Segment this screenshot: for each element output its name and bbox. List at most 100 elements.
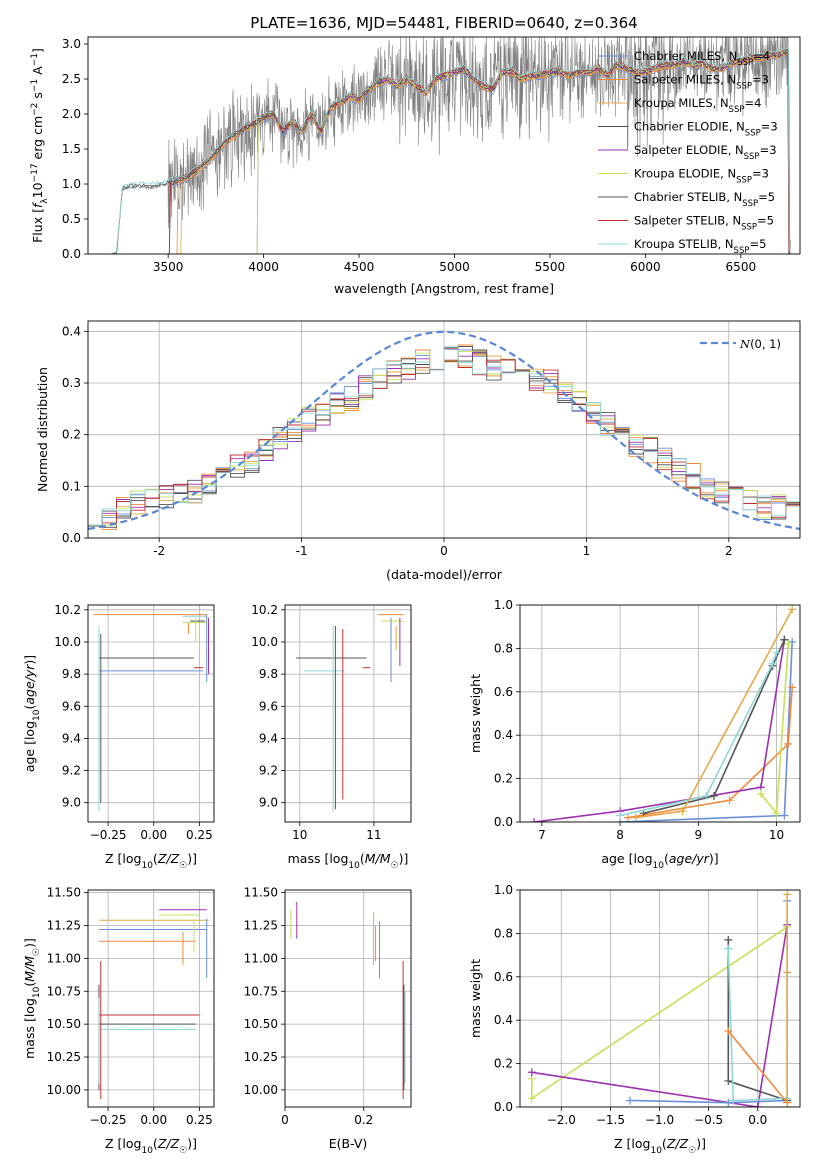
x-tick-label: -1 (296, 544, 308, 558)
age-vs-Z-y-axis-label: age [log10(age/yr)] (22, 655, 42, 772)
mass-weight-marker (631, 813, 640, 822)
mass-weight-marker (788, 605, 797, 614)
x-tick-label: 4500 (344, 260, 375, 274)
residual-histogram-step (88, 346, 800, 526)
residuals-frame (87, 320, 801, 539)
weight-vs-age-frame (519, 604, 801, 823)
spectrum-y-axis-label: Flux [fλ10−17 erg cm−2 s−1 A−1] (30, 48, 50, 243)
mass-vs-EBV-plot-area (285, 890, 411, 1107)
weight-vs-age-plot-area (520, 605, 800, 822)
mass-weight-marker (702, 791, 711, 800)
mass-weight-line (635, 608, 793, 819)
age-vs-mass-plot-area (285, 605, 411, 822)
mass-weight-marker (724, 935, 733, 944)
x-tick-label: 11 (366, 828, 381, 842)
mass-vs-Z-axes: −0.25 0.00 0.25 10.00 10.25 10.50 10.75 11.00 11… (22, 886, 215, 1156)
x-tick-label: −0.5 (694, 1113, 723, 1127)
mass-weight-marker (788, 683, 797, 692)
mass-weight-line (760, 644, 790, 816)
model-spectrum-line (114, 45, 791, 254)
x-tick-label: −2.0 (547, 1113, 576, 1127)
age-vs-mass-axes: 10 11 9.0 9.2 9.4 9.6 9.8 10.0 10.2 mass [log10(M… (251, 603, 412, 871)
y-tick-label: 1.0 (494, 598, 513, 612)
mass-weight-marker (527, 1094, 536, 1103)
x-tick-label: 0.00 (140, 828, 167, 842)
mass-weight-marker (784, 640, 793, 649)
x-tick-label: 1 (583, 544, 591, 558)
age-vs-mass-frame (284, 604, 412, 823)
x-tick-label: 0.0 (748, 1113, 767, 1127)
y-tick-label: 11.25 (244, 919, 278, 933)
y-tick-label: 9.6 (62, 699, 81, 713)
spectrum-plot-area (110, 37, 791, 254)
residuals-axes: -2 -1 0 1 2 0.0 0.1 0.2 0.3 0.4 (data-model)/error… (35, 320, 801, 582)
y-tick-label: 10.00 (47, 1083, 81, 1097)
spectrum-legend: Chabrier MILES, NSSP=4 Salpeter MILES, NS… (598, 49, 778, 256)
age-vs-Z-frame (87, 604, 215, 823)
y-tick-label: 10.2 (54, 603, 81, 617)
weight-vs-Z-y-axis-label: mass weight (468, 959, 483, 1038)
x-tick-label: -2 (153, 544, 165, 558)
mass-weight-line (619, 652, 778, 817)
mass-vs-Z-frame (87, 889, 215, 1108)
mass-vs-EBV-x-axis-label: E(B-V) (329, 1136, 368, 1151)
x-tick-label: 3500 (153, 260, 184, 274)
y-tick-label: 10.75 (244, 984, 278, 998)
model-spectrum-line (175, 53, 791, 254)
age-vs-Z-axes: −0.25 0.00 0.25 9.0 9.2 9.4 9.6 9.8 10.0 10.2 Z [l… (22, 603, 215, 871)
mass-vs-Z-plot-area (88, 890, 214, 1107)
mass-weight-marker (772, 648, 781, 657)
mass-vs-EBV-axes: 0 0.2 10.00 10.25 10.50 10.75 11.00 11.25 11.50 (244, 886, 412, 1127)
mass-weight-marker (729, 1096, 738, 1105)
residuals-y-axis-label: Normed distribution (35, 367, 50, 492)
mass-vs-Z-y-axis-label: mass [log10(M/M☉)] (22, 938, 42, 1059)
y-tick-label: 10.2 (251, 603, 278, 617)
legend-label: Chabrier MILES, NSSP=4 (634, 49, 770, 68)
mass-weight-marker (783, 1103, 792, 1107)
legend-label: Chabrier STELIB, NSSP=5 (634, 190, 775, 209)
y-tick-label: 10.0 (251, 635, 278, 649)
mass-weight-marker (784, 739, 793, 748)
weight-vs-Z-axes: −2.0 −1.5 −1.0 −0.5 0.0 0.0 0.2 0.4 0.6 0.8 1.0 Z [… (468, 883, 801, 1156)
x-tick-label: 5500 (535, 260, 566, 274)
mass-weight-marker (753, 1103, 762, 1107)
x-tick-label: 6000 (630, 260, 661, 274)
mass-weight-marker (780, 635, 789, 644)
y-tick-label: 11.50 (244, 886, 278, 900)
y-tick-label: 11.25 (47, 919, 81, 933)
mass-weight-marker (783, 890, 792, 899)
mass-weight-marker (616, 811, 625, 820)
mass-weight-line (627, 687, 793, 819)
spectrum-frame (87, 36, 801, 255)
observed-spectrum-line (110, 37, 791, 254)
weight-vs-Z-frame (519, 889, 801, 1108)
weight-vs-age-y-axis-label: mass weight (468, 674, 483, 753)
x-tick-label: 10 (769, 828, 784, 842)
mass-weight-line (533, 639, 786, 822)
figure-title: PLATE=1636, MJD=54481, FIBERID=0640, z=0… (250, 14, 637, 32)
mass-weight-marker (527, 1068, 536, 1077)
legend-label: Salpeter MILES, NSSP=3 (634, 73, 769, 92)
x-tick-label: 10 (292, 828, 307, 842)
x-tick-label: 7 (538, 828, 546, 842)
y-tick-label: 10.50 (244, 1017, 278, 1031)
y-tick-label: 10.75 (47, 984, 81, 998)
y-tick-label: 2.0 (62, 107, 81, 121)
weight-vs-age-x-axis-label: age [log10(age/yr)] (601, 851, 718, 871)
y-tick-label: 9.0 (259, 796, 278, 810)
weight-vs-age-axes: 7 8 9 10 0.0 0.2 0.4 0.6 0.8 1.0 age [log10(age/yr… (468, 598, 801, 871)
residuals-x-axis-label: (data-model)/error (386, 567, 503, 582)
mass-vs-EBV-frame (284, 889, 412, 1108)
y-tick-label: 10.0 (54, 635, 81, 649)
x-tick-label: 9 (695, 828, 703, 842)
x-tick-label: −1.5 (596, 1113, 625, 1127)
mass-vs-Z-x-axis-label: Z [log10(Z/Z☉)] (105, 1136, 197, 1156)
y-tick-label: 0.6 (494, 970, 513, 984)
x-tick-label: −1.0 (645, 1113, 674, 1127)
model-spectrum-line (168, 50, 790, 254)
residuals-plot-area (88, 321, 800, 538)
y-tick-label: 1.0 (494, 883, 513, 897)
y-tick-label: 0.0 (494, 1100, 513, 1114)
y-tick-label: 0.0 (494, 815, 513, 829)
